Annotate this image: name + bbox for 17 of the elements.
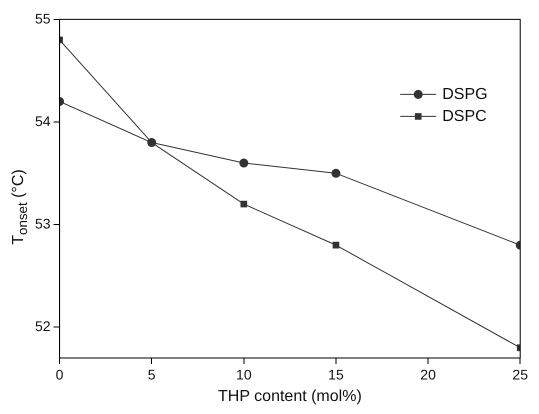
y-tick-label: 54 bbox=[34, 112, 51, 129]
x-tick-label: 10 bbox=[236, 366, 252, 382]
x-tick-label: 5 bbox=[148, 366, 156, 382]
legend-label: DSPG bbox=[442, 86, 488, 103]
y-tick-label: 53 bbox=[34, 215, 51, 232]
x-tick-label: 20 bbox=[420, 366, 436, 382]
legend-label: DSPC bbox=[442, 108, 487, 125]
x-tick-label: 0 bbox=[56, 366, 64, 382]
y-tick-label: 52 bbox=[34, 318, 51, 334]
x-tick-label: 15 bbox=[328, 366, 344, 382]
x-tick-label: 25 bbox=[512, 366, 528, 382]
point bbox=[240, 200, 248, 208]
y-tick-label: 55 bbox=[34, 10, 51, 26]
x-axis-title: THP content (mol%) bbox=[218, 388, 362, 405]
point bbox=[332, 242, 340, 248]
point bbox=[331, 168, 340, 178]
point bbox=[239, 158, 248, 168]
